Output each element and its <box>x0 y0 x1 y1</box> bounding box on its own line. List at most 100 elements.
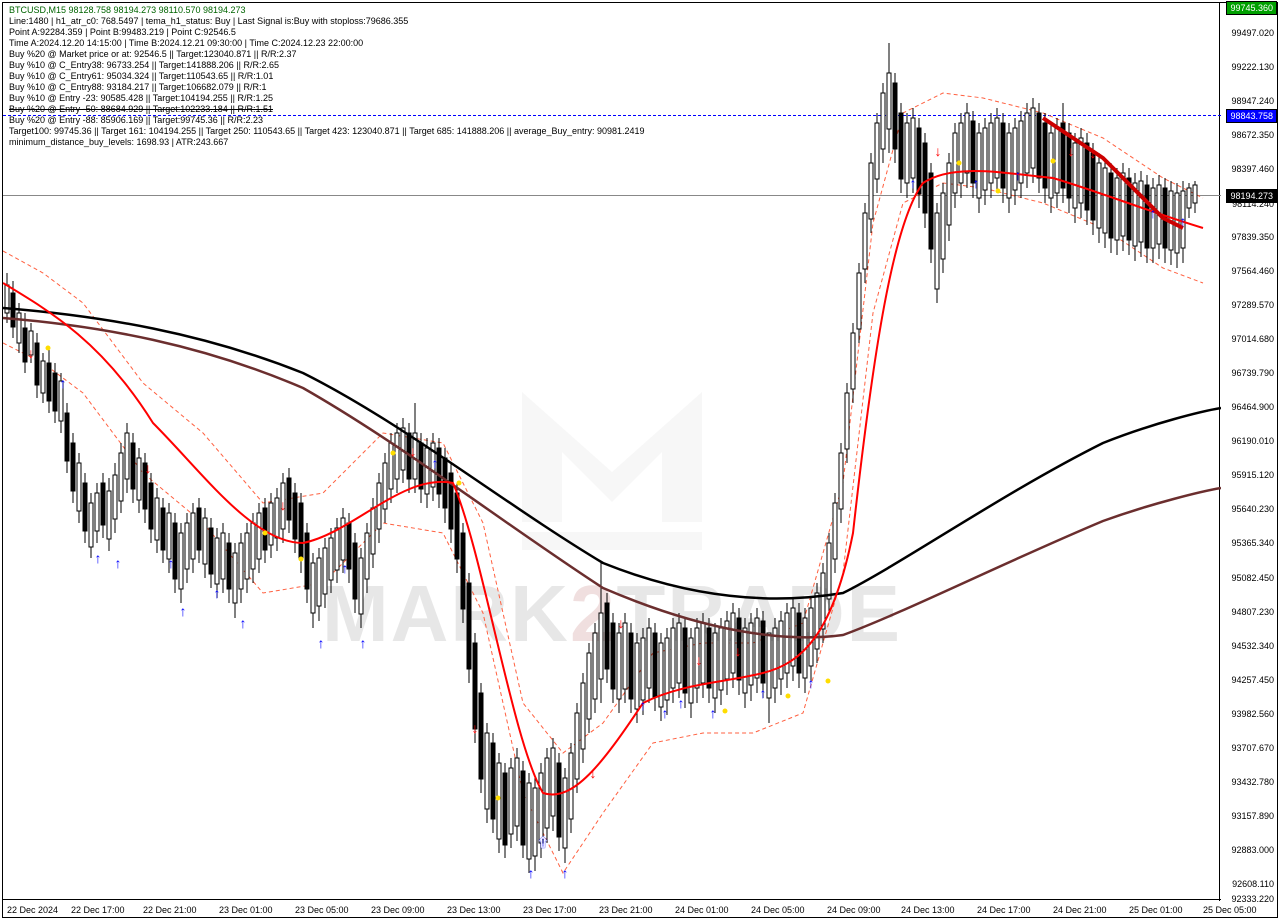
y-tick-label: 93982.560 <box>1231 709 1274 719</box>
arrow-down-icon: ↓ <box>28 345 35 361</box>
x-tick-label: 24 Dec 09:00 <box>827 905 881 915</box>
y-tick-label: 97839.350 <box>1231 232 1274 242</box>
y-tick-label: 97014.680 <box>1231 334 1274 344</box>
arrow-up-icon: ↑ <box>318 635 325 651</box>
x-tick-label: 23 Dec 09:00 <box>371 905 425 915</box>
x-tick-label: 24 Dec 01:00 <box>675 905 729 915</box>
arrow-down-icon: ↓ <box>472 720 479 736</box>
x-tick-label: 25 Dec 05:00 <box>1203 905 1257 915</box>
info-line: Buy %10 @ C_Entry38: 96733.254 || Target… <box>9 60 279 70</box>
signal-dot <box>391 451 396 456</box>
y-tick-label: 92333.220 <box>1231 894 1274 904</box>
info-line: Point A:92284.359 | Point B:99483.219 | … <box>9 27 236 37</box>
arrow-up-icon: ↑ <box>1150 205 1157 221</box>
info-line: Buy %10 @ Entry -23: 90585.428 || Target… <box>9 93 273 103</box>
y-tick-label: 95640.230 <box>1231 504 1274 514</box>
channel-lower <box>3 183 1203 873</box>
ma-red-fast <box>3 171 1203 794</box>
y-tick-label: 94807.230 <box>1231 607 1274 617</box>
y-tick-label: 93157.890 <box>1231 811 1274 821</box>
chart-container: MARK2TRADE <box>2 2 1278 918</box>
info-line: Buy %20 @ Entry -50: 88684.929 || Target… <box>9 104 273 114</box>
y-tick-label: 99745.360 <box>1226 1 1277 15</box>
arrow-up-icon: ↑ <box>1015 167 1022 183</box>
x-tick-label: 23 Dec 21:00 <box>599 905 653 915</box>
x-tick-label: 24 Dec 21:00 <box>1053 905 1107 915</box>
y-tick-label: 98947.240 <box>1231 96 1274 106</box>
arrow-up-icon: ↑ <box>1180 213 1187 229</box>
info-line: Buy %10 @ C_Entry61: 95034.324 || Target… <box>9 71 273 81</box>
arrow-up-icon: ↑ <box>710 705 717 721</box>
y-tick-label: 96464.900 <box>1231 402 1274 412</box>
arrow-down-icon: ↓ <box>1068 143 1075 159</box>
arrow-up-icon: ↑ <box>180 603 187 619</box>
y-tick-label: 98672.350 <box>1231 130 1274 140</box>
arrow-up-icon: ↑ <box>240 615 247 631</box>
signal-dot <box>723 709 728 714</box>
signal-dot <box>826 679 831 684</box>
x-tick-label: 22 Dec 21:00 <box>143 905 197 915</box>
arrow-up-icon: ↑ <box>60 375 67 391</box>
arrow-up-outline-icon: ⇧ <box>537 835 549 852</box>
arrow-up-icon: ↑ <box>562 865 569 881</box>
y-axis: 99745.36099497.02099222.13098947.2409884… <box>1219 3 1277 901</box>
x-tick-label: 22 Dec 17:00 <box>71 905 125 915</box>
info-line: Buy %20 @ Entry -88: 85906.169 || Target… <box>9 115 263 125</box>
x-tick-label: 23 Dec 17:00 <box>523 905 577 915</box>
y-tick-label: 92608.110 <box>1232 879 1274 889</box>
arrow-up-icon: ↑ <box>95 550 102 566</box>
signal-dot <box>457 481 462 486</box>
info-line: Buy %10 @ C_Entry88: 93184.217 || Target… <box>9 82 266 92</box>
y-tick-label: 96739.790 <box>1231 368 1274 378</box>
y-tick-label: 96190.010 <box>1231 436 1274 446</box>
chart-plot-area[interactable]: MARK2TRADE <box>3 3 1221 901</box>
x-tick-label: 23 Dec 13:00 <box>447 905 501 915</box>
x-tick-label: 23 Dec 01:00 <box>219 905 273 915</box>
arrow-up-icon: ↑ <box>214 585 221 601</box>
arrow-down-icon: ↓ <box>696 652 703 668</box>
signal-dot <box>786 694 791 699</box>
x-tick-label: 24 Dec 13:00 <box>901 905 955 915</box>
arrow-down-icon: ↓ <box>735 643 742 659</box>
arrow-up-icon: ↑ <box>640 697 647 713</box>
y-tick-label: 97289.570 <box>1231 300 1274 310</box>
x-axis: 22 Dec 2024 22 Dec 17:00 22 Dec 21:00 23 De… <box>3 899 1221 917</box>
arrow-up-icon: ↑ <box>528 865 535 881</box>
arrow-down-icon: ↓ <box>410 443 417 459</box>
signal-dot <box>299 557 304 562</box>
arrow-up-icon: ↑ <box>168 555 175 571</box>
signal-dot <box>46 346 51 351</box>
arrow-up-icon: ↑ <box>662 705 669 721</box>
x-tick-label: 22 Dec 2024 <box>7 905 58 915</box>
signal-dot <box>263 531 268 536</box>
y-tick-label: 94257.450 <box>1231 675 1274 685</box>
info-line: Time A:2024.12.20 14:15:00 | Time B:2024… <box>9 38 363 48</box>
signal-dot <box>996 189 1001 194</box>
x-tick-label: 24 Dec 05:00 <box>751 905 805 915</box>
y-tick-label: 95365.340 <box>1231 538 1274 548</box>
y-tick-label: 97564.460 <box>1231 266 1274 276</box>
y-tick-label: 95082.450 <box>1231 573 1274 583</box>
y-tick-label: 98843.758 <box>1226 109 1277 123</box>
signal-dot <box>1051 159 1056 164</box>
arrow-down-icon: ↓ <box>145 460 152 476</box>
arrow-up-icon: ↑ <box>360 635 367 651</box>
arrow-down-icon: ↓ <box>1090 145 1097 161</box>
arrow-up-icon: ↑ <box>115 555 122 571</box>
x-tick-label: 25 Dec 01:00 <box>1129 905 1183 915</box>
signal-dot <box>496 796 501 801</box>
arrow-up-icon: ↑ <box>760 685 767 701</box>
arrow-up-icon: ↑ <box>973 175 980 191</box>
y-tick-label: 94532.340 <box>1231 641 1274 651</box>
arrow-up-icon: ↑ <box>432 455 439 471</box>
x-tick-label: 23 Dec 05:00 <box>295 905 349 915</box>
x-tick-label: 24 Dec 17:00 <box>977 905 1031 915</box>
info-line: Target100: 99745.36 || Target 161: 10419… <box>9 126 645 136</box>
info-line: minimum_distance_buy_levels: 1698.93 | A… <box>9 137 228 147</box>
arrow-up-icon: ↑ <box>342 560 349 576</box>
arrow-up-icon: ↑ <box>910 175 917 191</box>
arrow-down-icon: ↓ <box>280 497 287 513</box>
arrow-up-icon: ↑ <box>808 675 815 691</box>
arrow-down-icon: ↓ <box>590 765 597 781</box>
y-tick-label: 98397.460 <box>1231 164 1274 174</box>
